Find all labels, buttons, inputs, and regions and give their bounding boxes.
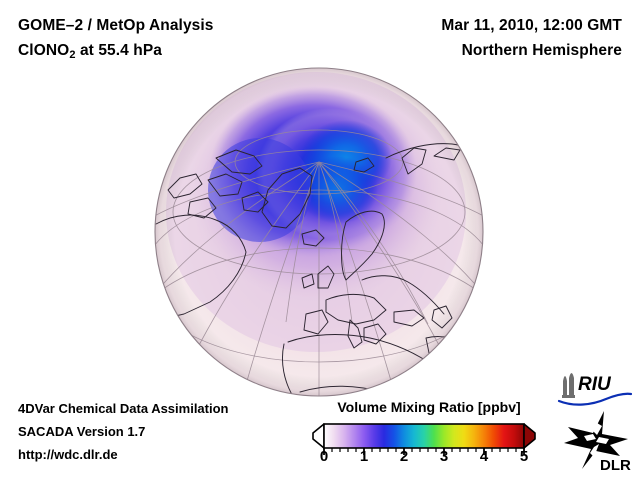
- colorbar-tick-label-4: 4: [479, 448, 489, 465]
- hemisphere-label: Northern Hemisphere: [461, 42, 622, 59]
- colorbar-tick-label-0: 0: [319, 448, 329, 465]
- footer-line-url[interactable]: http://wdc.dlr.de: [18, 447, 118, 462]
- colorbar-high-arrow-cap: [523, 423, 536, 449]
- colorbar: [309, 421, 539, 471]
- globe-outline: [154, 67, 484, 397]
- riu-towers-icon: [562, 373, 575, 398]
- colorbar-title: Volume Mixing Ratio [ppbv]: [337, 399, 521, 415]
- globe-svg: [154, 67, 484, 397]
- riu-logo: RIU: [556, 367, 634, 407]
- riu-logo-text: RIU: [578, 374, 612, 395]
- species-level-title: ClONO2 at 55.4 hPa: [18, 42, 162, 61]
- species-label: ClONO: [18, 42, 70, 59]
- page-title: GOME–2 / MetOp Analysis: [18, 17, 214, 34]
- riu-wave-icon: [557, 392, 633, 406]
- footer-line-assimilation: 4DVar Chemical Data Assimilation: [18, 401, 229, 416]
- colorbar-low-arrow-cap: [312, 423, 325, 449]
- colorbar-ticks: [323, 448, 525, 455]
- species-subscript: 2: [69, 49, 76, 61]
- dlr-star-icon: [564, 411, 628, 469]
- dlr-logo-svg: DLR: [564, 411, 631, 474]
- level-label: at 55.4 hPa: [75, 42, 163, 59]
- timestamp-label: Mar 11, 2010, 12:00 GMT: [441, 17, 622, 34]
- limb-shading: [155, 68, 483, 396]
- colorbar-tick-label-1: 1: [359, 448, 369, 465]
- dlr-logo: DLR: [562, 409, 636, 474]
- colorbar-gradient: [324, 424, 524, 448]
- colorbar-tick-label-5: 5: [519, 448, 529, 465]
- riu-logo-svg: RIU: [557, 373, 633, 406]
- colorbar-tick-label-3: 3: [439, 448, 449, 465]
- globe-map: [150, 62, 494, 406]
- globe-field: [155, 68, 483, 396]
- footer-line-version: SACADA Version 1.7: [18, 424, 146, 439]
- colorbar-svg: [312, 423, 536, 455]
- colorbar-tick-label-2: 2: [399, 448, 409, 465]
- dlr-logo-text: DLR: [600, 457, 631, 473]
